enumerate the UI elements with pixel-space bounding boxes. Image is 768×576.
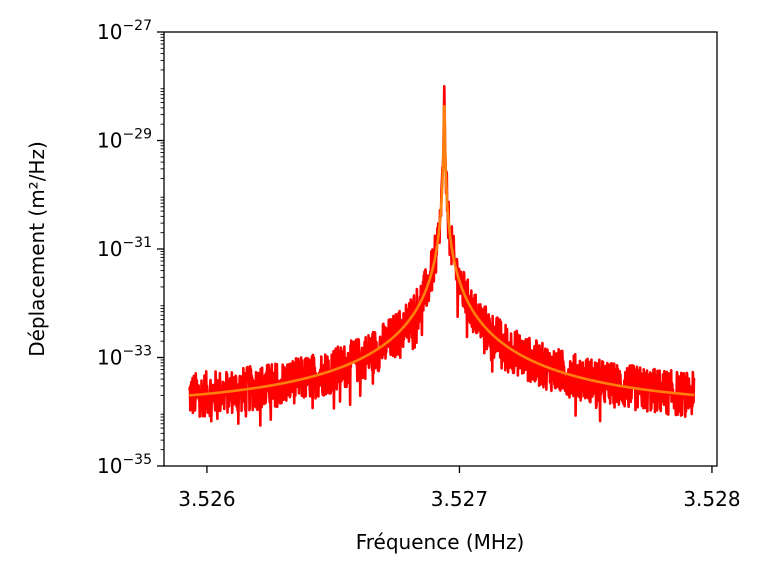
y-axis-label: Déplacement (m²/Hz) xyxy=(25,141,49,357)
y-tick-label: 10−31 xyxy=(97,235,152,261)
x-tick-label: 3.526 xyxy=(178,487,235,511)
plot-layer xyxy=(188,84,696,427)
series-line-fit xyxy=(188,105,696,397)
y-tick-label: 10−33 xyxy=(97,344,152,370)
y-tick-label: 10−29 xyxy=(97,127,152,153)
x-tick-label: 3.528 xyxy=(683,487,740,511)
y-tick-label: 10−35 xyxy=(97,452,152,478)
y-axis: 10−35 10−33 10−31 10−29 10−27 xyxy=(97,18,164,478)
x-tick-label: 3.527 xyxy=(431,487,488,511)
y-tick-label: 10−27 xyxy=(97,18,152,44)
x-axis-label: Fréquence (MHz) xyxy=(356,530,525,554)
x-axis: 3.526 3.527 3.528 xyxy=(178,466,741,511)
